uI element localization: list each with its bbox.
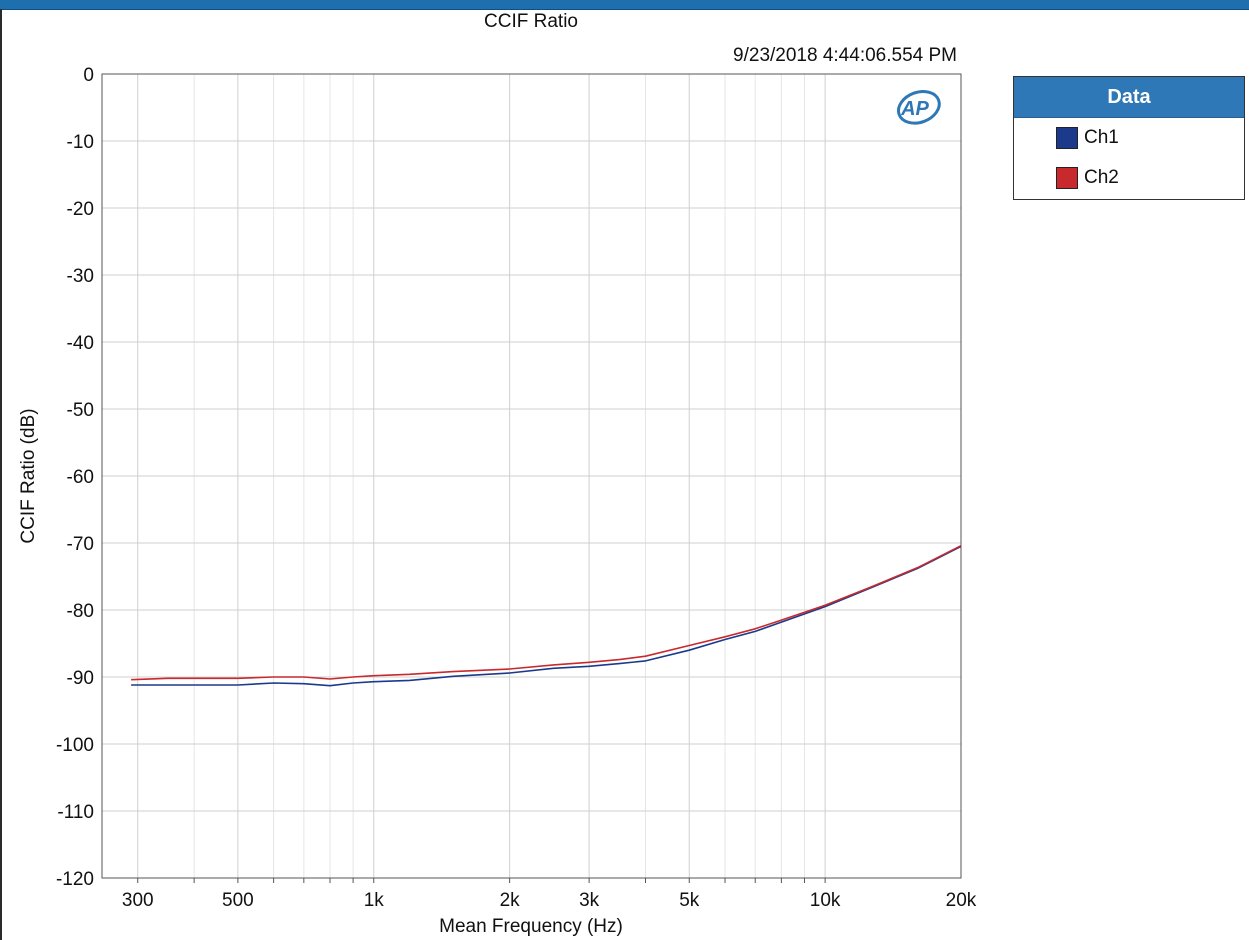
legend-item-ch2[interactable]: Ch2	[1014, 158, 1244, 198]
legend-panel: Data Ch1 Ch2	[1013, 76, 1245, 200]
y-tick-label: -110	[57, 802, 94, 823]
legend-item-ch1[interactable]: Ch1	[1014, 118, 1244, 158]
series-line-ch2	[131, 544, 962, 681]
y-tick-label: -80	[67, 601, 94, 622]
series-line-ch1	[131, 545, 962, 687]
x-axis-tick-labels: 300 500 1k 2k 3k 5k 10k 20k	[122, 890, 977, 911]
ch2-color-swatch	[1056, 167, 1078, 189]
x-tick-label: 2k	[500, 890, 521, 911]
y-tick-label: -100	[56, 735, 94, 756]
y-tick-label: -30	[67, 266, 94, 287]
y-tick-label: -70	[67, 534, 94, 555]
x-tick-label: 3k	[579, 890, 600, 911]
y-tick-label: -40	[67, 333, 94, 354]
series-layer	[131, 544, 962, 687]
ap-logo-text: AP	[900, 98, 929, 120]
ch1-color-swatch	[1056, 127, 1078, 149]
x-tick-label: 10k	[810, 890, 841, 911]
legend-item-label: Ch2	[1084, 167, 1119, 188]
window-title-bar	[0, 0, 1249, 10]
y-tick-label: -50	[67, 400, 94, 421]
window-left-border	[0, 9, 2, 940]
x-tick-label: 300	[122, 890, 154, 911]
chart-timestamp: 9/23/2018 4:44:06.554 PM	[733, 45, 957, 66]
y-tick-label: -120	[56, 869, 94, 890]
major-gridlines	[102, 73, 961, 883]
x-tick-label: 5k	[679, 890, 700, 911]
x-tick-label: 20k	[946, 890, 977, 911]
y-tick-label: -10	[67, 132, 94, 153]
y-tick-label: -20	[67, 199, 94, 220]
x-axis-label: Mean Frequency (Hz)	[439, 916, 623, 937]
y-tick-label: -60	[67, 467, 94, 488]
legend-title: Data	[1014, 77, 1244, 118]
chart-title: CCIF Ratio	[484, 11, 578, 32]
y-axis-tick-labels: 0 -10 -20 -30 -40 -50 -60 -70 -80 -90 -100 -110 -120	[56, 65, 94, 890]
y-tick-label: 0	[83, 65, 94, 86]
x-tick-label: 500	[222, 890, 254, 911]
x-tick-label: 1k	[364, 890, 385, 911]
y-axis-label: CCIF Ratio (dB)	[18, 408, 39, 543]
plot-area-frame	[101, 73, 962, 879]
legend-item-label: Ch1	[1084, 127, 1119, 148]
ap-logo: AP	[896, 89, 941, 125]
y-tick-label: -90	[67, 668, 94, 689]
